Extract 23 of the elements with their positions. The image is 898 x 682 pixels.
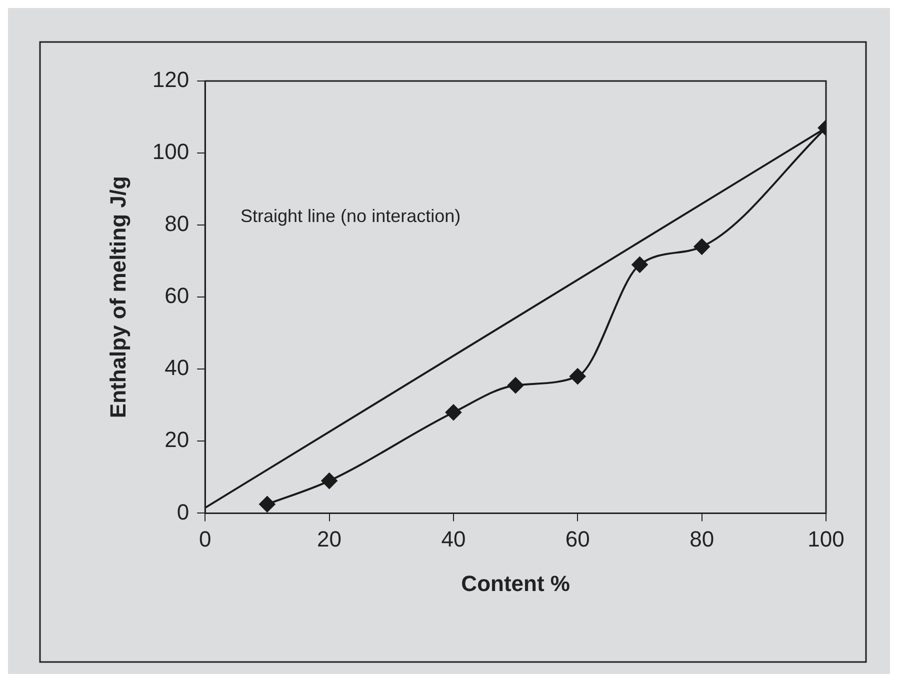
point [321,472,338,489]
point [570,368,586,384]
x-tick-label: 100 [808,526,844,552]
x-tick-label: 0 [198,526,212,552]
x-tick-label: 40 [441,526,466,552]
y-tick-label: 40 [164,355,190,380]
x-tick-label: 60 [565,526,590,552]
y-tick-label: 100 [152,139,190,164]
x-axis-title: Content % [461,570,570,596]
y-axis-title: Enthalpy of melting J/g [105,176,130,418]
point [445,404,462,420]
point [632,256,648,273]
y-tick-label: 20 [164,427,190,452]
x-tick-label: 80 [690,526,714,552]
point [508,377,524,394]
x-tick-label: 20 [317,526,342,552]
y-tick-label: 60 [164,283,190,308]
point [694,238,710,255]
annotation: Straight line (no interaction) [240,206,461,226]
y-tick-label: 120 [152,67,190,92]
point [259,496,276,512]
y-tick-label: 80 [164,211,190,236]
y-tick-label: 0 [176,499,190,524]
